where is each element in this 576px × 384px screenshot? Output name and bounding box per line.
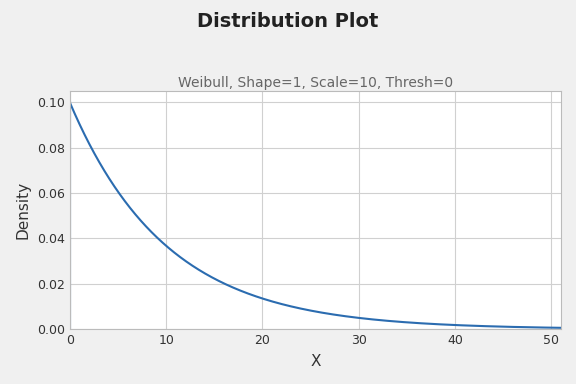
Title: Weibull, Shape=1, Scale=10, Thresh=0: Weibull, Shape=1, Scale=10, Thresh=0 [178,76,453,90]
Y-axis label: Density: Density [15,181,30,239]
X-axis label: X: X [310,354,321,369]
Text: Distribution Plot: Distribution Plot [198,12,378,30]
